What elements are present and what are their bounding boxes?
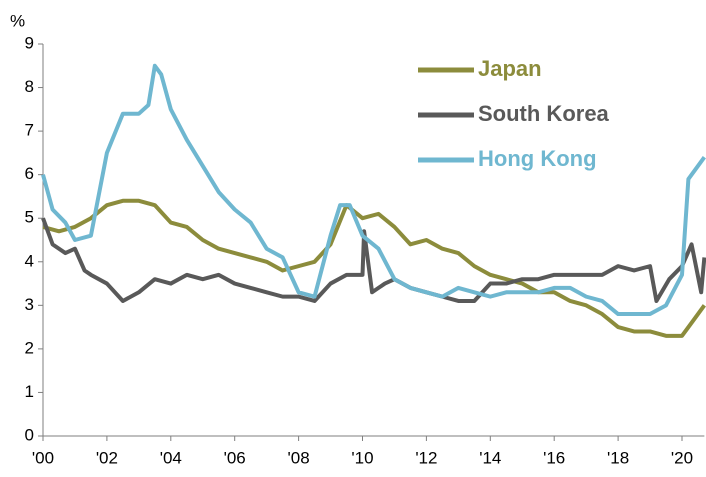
x-tick-label: '00 (32, 448, 54, 467)
y-tick-label: 5 (25, 208, 34, 227)
x-tick-label: '14 (479, 448, 501, 467)
x-tick-label: '06 (224, 448, 246, 467)
series-line (41, 217, 706, 303)
x-tick-label: '18 (607, 448, 629, 467)
x-tick-label: '02 (96, 448, 118, 467)
legend-label: South Korea (478, 101, 610, 126)
x-tick-label: '04 (160, 448, 182, 467)
y-tick-label: 3 (25, 295, 34, 314)
legend-label: Hong Kong (478, 146, 597, 171)
x-tick-label: '08 (288, 448, 310, 467)
y-tick-label: 9 (25, 33, 34, 52)
y-tick-label: 8 (25, 77, 34, 96)
y-axis-label: % (10, 11, 25, 30)
y-tick-label: 2 (25, 338, 34, 357)
y-tick-label: 6 (25, 164, 34, 183)
x-tick-label: '12 (415, 448, 437, 467)
series-line (42, 198, 706, 338)
x-tick-label: '10 (351, 448, 373, 467)
y-tick-label: 1 (25, 382, 34, 401)
x-tick-label: '16 (543, 448, 565, 467)
y-tick-label: 4 (25, 251, 34, 270)
legend-label: Japan (478, 56, 542, 81)
y-tick-label: 0 (25, 425, 34, 444)
x-tick-label: '20 (671, 448, 693, 467)
series-line (41, 63, 706, 317)
y-tick-label: 7 (25, 121, 34, 140)
